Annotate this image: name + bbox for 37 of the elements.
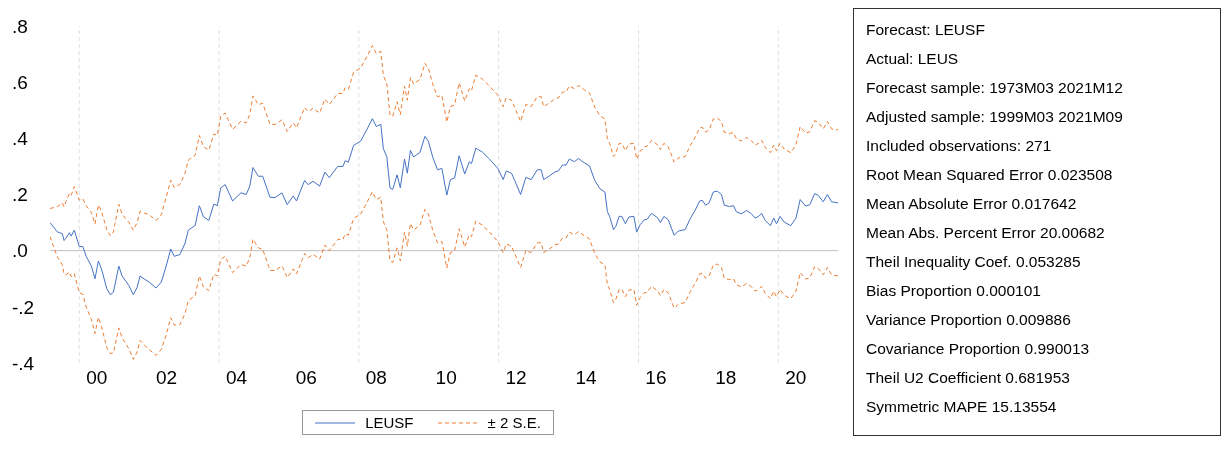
text: Bias Proportion 0.000101 bbox=[866, 281, 1042, 301]
text: Included observations: 271 bbox=[866, 136, 1053, 156]
text: Forecast: LEUSF bbox=[866, 20, 986, 40]
line-series bbox=[50, 191, 838, 360]
y-tick-label: .8 bbox=[12, 15, 28, 37]
text: Symmetric MAPE 15.13554 bbox=[866, 397, 1058, 417]
y-tick-label: .2 bbox=[12, 184, 28, 206]
x-tick-label: 20 bbox=[785, 367, 807, 389]
y-tick-label: .4 bbox=[12, 128, 29, 150]
y-tick-label: -.2 bbox=[12, 296, 35, 318]
line-series bbox=[50, 118, 838, 296]
x-tick-label: 02 bbox=[155, 367, 178, 389]
x-tick-label: 10 bbox=[435, 367, 457, 389]
y-tick-label: -.4 bbox=[12, 352, 35, 374]
line-series bbox=[50, 45, 838, 237]
text: Mean Abs. Percent Error 20.00682 bbox=[866, 223, 1106, 243]
text: Mean Absolute Error 0.017642 bbox=[866, 194, 1078, 214]
text: Adjusted sample: 1999M03 2021M09 bbox=[866, 107, 1124, 127]
x-tick-label: 06 bbox=[295, 367, 317, 389]
x-tick-label: 16 bbox=[645, 367, 667, 389]
text: Covariance Proportion 0.990013 bbox=[866, 339, 1091, 359]
x-tick-label: 14 bbox=[575, 367, 597, 389]
text: Variance Proportion 0.009886 bbox=[866, 310, 1072, 330]
x-tick-label: 12 bbox=[505, 367, 527, 389]
x-tick-label: 18 bbox=[715, 367, 737, 389]
y-tick-label: .6 bbox=[12, 71, 28, 93]
text: Theil U2 Coefficient 0.681953 bbox=[866, 368, 1071, 388]
x-tick-label: 00 bbox=[86, 367, 108, 389]
text: Actual: LEUS bbox=[866, 49, 960, 69]
legend-label: LEUSF bbox=[365, 414, 414, 431]
text: Root Mean Squared Error 0.023508 bbox=[866, 165, 1114, 185]
x-tick-label: 08 bbox=[365, 367, 387, 389]
x-tick-label: 04 bbox=[225, 367, 248, 389]
y-tick-label: .0 bbox=[12, 240, 28, 262]
legend-label: ± 2 S.E. bbox=[487, 414, 541, 431]
text: Theil Inequality Coef. 0.053285 bbox=[866, 252, 1082, 272]
text: Forecast sample: 1973M03 2021M12 bbox=[866, 78, 1124, 98]
